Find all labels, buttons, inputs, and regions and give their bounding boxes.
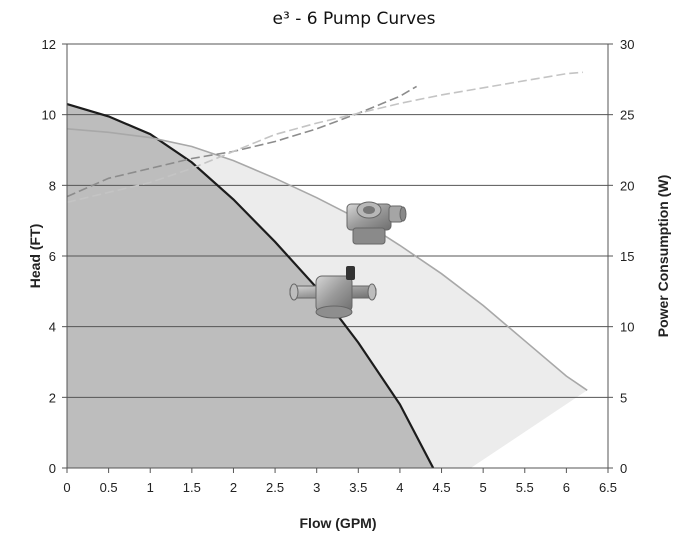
y-tick-label: 10	[42, 108, 56, 123]
head-curve-2	[66, 128, 588, 391]
y2-tick-label: 5	[620, 390, 627, 405]
x-axis-label: Flow (GPM)	[300, 515, 377, 531]
y2-tick-label: 30	[620, 37, 634, 52]
x-tick-label: 1	[147, 480, 154, 495]
x-tick-label: 0	[63, 480, 70, 495]
head-curve-1	[66, 103, 435, 469]
x-tick-label: 6.5	[599, 480, 617, 495]
y-tick-label: 8	[49, 178, 56, 193]
x-tick-label: 5.5	[516, 480, 534, 495]
y2-axis-label: Power Consumption (W)	[655, 175, 671, 338]
power-curve-3	[66, 85, 418, 198]
chart-title: e³ - 6 Pump Curves	[273, 9, 436, 29]
head-area-1	[67, 104, 434, 468]
y-tick-label: 12	[42, 37, 56, 52]
grid-lines	[67, 43, 608, 398]
y2-tick-label: 15	[620, 249, 634, 264]
y2-tick-label: 0	[620, 461, 627, 476]
y-tick-label: 6	[49, 249, 56, 264]
curve-lines	[66, 71, 588, 469]
y-tick-label: 4	[49, 320, 56, 335]
x-tick-label: 2.5	[266, 480, 284, 495]
power-curve-4	[66, 71, 584, 204]
x-tick-label: 3.5	[349, 480, 367, 495]
y-tick-label: 2	[49, 390, 56, 405]
y-tick-label: 0	[49, 461, 56, 476]
x-tick-label: 6	[563, 480, 570, 495]
y2-tick-label: 25	[620, 108, 634, 123]
pump-inline-icon	[289, 266, 377, 319]
y2-tick-label: 10	[620, 320, 634, 335]
x-tick-label: 3	[313, 480, 320, 495]
x-tick-label: 4.5	[432, 480, 450, 495]
y2-tick-label: 20	[620, 178, 634, 193]
x-tick-label: 1.5	[183, 480, 201, 495]
x-tick-label: 5	[480, 480, 487, 495]
x-tick-label: 4	[396, 480, 403, 495]
x-tick-label: 0.5	[100, 480, 118, 495]
x-tick-label: 2	[230, 480, 237, 495]
axis-ticks: 0 0.5 1 1.5 2 2.5 3 3.5 4 4.5 5 5.5 6 6.5024681012051…	[42, 37, 635, 495]
pump-large-icon	[346, 201, 407, 245]
y-axis-label: Head (FT)	[27, 224, 43, 289]
